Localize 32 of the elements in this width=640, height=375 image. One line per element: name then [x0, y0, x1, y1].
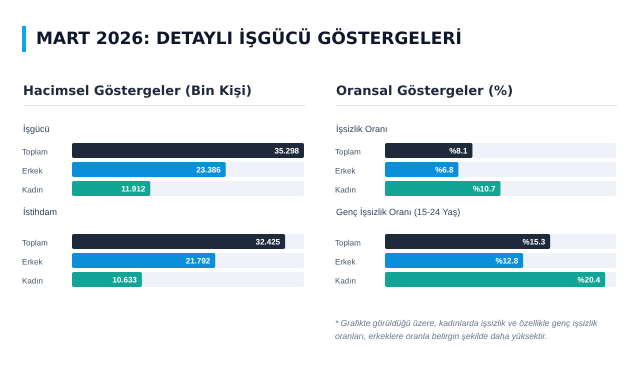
y-tick-label: Toplam [335, 148, 362, 156]
y-tick-label: Kadın [335, 186, 356, 194]
chart-title: İstihdam [23, 207, 58, 217]
data-label: 32.425 [256, 237, 281, 246]
text: * Grafikte görüldüğü üzere, kadınlarda işsizlik ve özellikle genç işsizlik oranları, erkeklere oranla belirgin şekilde daha yüksektir. [335, 317, 598, 343]
data-label: %15.3 [522, 237, 546, 246]
y-tick-label: Erkek [22, 258, 44, 266]
data-label: 10.633 [112, 275, 138, 284]
text: MART 2026: DETAYLI İŞGÜCÜ GÖSTERGELERİ [22, 26, 462, 52]
data-label: 11.912 [121, 184, 146, 194]
data-label: %10.7 [472, 184, 496, 194]
chart-title: Genç İşsizlik Oranı (15-24 Yaş) [336, 207, 460, 217]
data-label: %20.4 [578, 275, 601, 284]
data-label: 21.792 [186, 256, 211, 266]
y-tick-label: Erkek [22, 166, 44, 176]
y-tick-label: Erkek [335, 166, 356, 176]
chart-subtitle: Hacimsel Göstergeler (Bin Kişi) [23, 84, 306, 106]
y-tick-label: Erkek [335, 258, 356, 266]
chart-title: İşgücü [23, 124, 50, 134]
data-label: 23.386 [196, 165, 222, 174]
y-tick-label: Toplam [335, 238, 362, 248]
data-label: %6.8 [435, 165, 454, 174]
chart-title: İşsizlik Oranı [336, 124, 388, 134]
y-tick-label: Kadın [335, 276, 356, 286]
y-tick-label: Kadın [22, 276, 43, 286]
data-label: %8.1 [449, 146, 468, 156]
y-tick-label: Kadın [22, 186, 43, 194]
data-label: 35.298 [274, 146, 300, 156]
y-tick-label: Toplam [22, 148, 48, 156]
data-label: %12.8 [495, 256, 519, 266]
y-tick-label: Toplam [22, 238, 48, 248]
chart-subtitle: Oransal Göstergeler (%) [336, 84, 618, 106]
